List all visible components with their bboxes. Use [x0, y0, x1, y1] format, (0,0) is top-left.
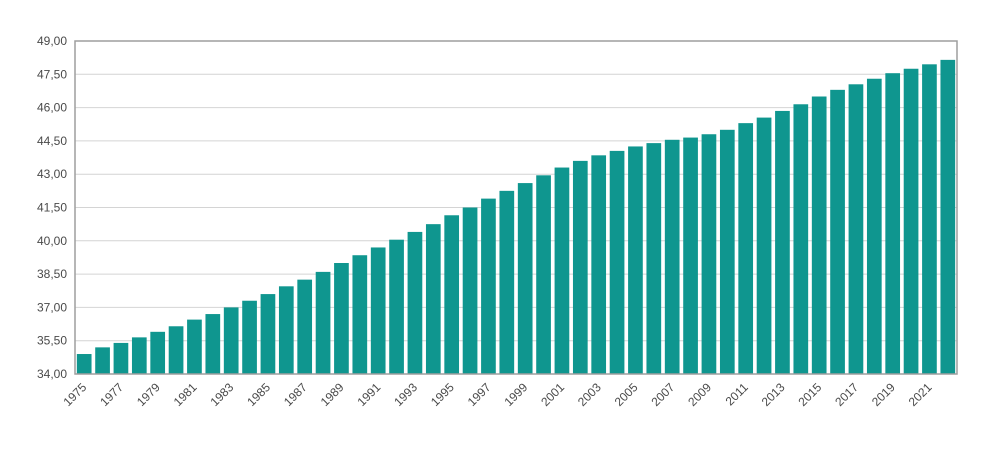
x-tick-label: 1983: [208, 380, 237, 409]
bar-2001: [554, 167, 570, 374]
x-tick-label: 1989: [318, 380, 347, 409]
bar-1976: [95, 347, 110, 374]
y-tick-label: 40,00: [37, 234, 67, 248]
y-tick-label: 38,50: [37, 267, 67, 281]
x-tick-label: 2015: [796, 380, 825, 409]
bar-1991: [370, 247, 386, 374]
y-tick-label: 43,00: [37, 167, 67, 181]
y-axis-tick-labels: 34,00 35,50 37,00 38,50 40,00 41,50 43,00 44,50…: [37, 34, 67, 381]
y-tick-label: 35,50: [37, 334, 67, 348]
bar-2010: [719, 129, 735, 374]
bar-2013: [775, 110, 790, 375]
x-tick-label: 2001: [538, 380, 567, 409]
x-axis-tick-labels: 1975 1977 1979 1981 1983 1985 1987 1989 1991 1993…: [61, 380, 935, 409]
bar-2015: [811, 96, 827, 374]
y-tick-label: 49,00: [37, 34, 67, 48]
bar-2018: [866, 78, 882, 375]
bar-1989: [334, 263, 349, 374]
bar-1988: [315, 271, 331, 374]
bar-2011: [738, 123, 754, 374]
plot-area-frame: [74, 40, 958, 375]
x-tick-label: 1991: [355, 380, 384, 409]
bar-1979: [150, 331, 166, 374]
bar-2003: [591, 155, 607, 374]
bar-1992: [389, 239, 404, 374]
bar-2005: [628, 146, 643, 374]
y-tick-label: 47,50: [37, 67, 67, 81]
bar-2004: [609, 150, 625, 374]
bar-1986: [278, 286, 294, 374]
bar-1977: [113, 342, 129, 374]
x-tick-label: 1995: [428, 380, 457, 409]
bar-2019: [885, 73, 901, 374]
bars: [76, 59, 956, 375]
x-tick-label: 1999: [502, 380, 531, 409]
bar-1995: [444, 215, 460, 374]
bar-1984: [242, 300, 257, 374]
bar-2006: [646, 143, 662, 374]
x-tick-label: 2013: [759, 380, 788, 409]
bar-2016: [830, 89, 845, 374]
bar-1981: [187, 319, 202, 374]
bar-1999: [517, 183, 533, 374]
bar-2007: [664, 139, 680, 374]
bar-1998: [499, 190, 515, 374]
bar-1997: [481, 198, 496, 374]
bar-1983: [223, 307, 239, 374]
x-tick-label: 1981: [171, 380, 200, 409]
x-tick-label: 1997: [465, 380, 494, 409]
x-tick-label: 1993: [391, 380, 420, 409]
x-tick-label: 2007: [649, 380, 678, 409]
bar-2014: [793, 104, 809, 375]
bar-1990: [352, 255, 368, 374]
bar-2008: [683, 137, 698, 374]
bar-1978: [131, 337, 147, 374]
x-tick-label: 1979: [134, 380, 163, 409]
bar-2017: [848, 84, 864, 374]
x-tick-label: 2017: [832, 380, 861, 409]
bar-1985: [260, 294, 276, 374]
bar-1982: [205, 314, 221, 374]
bar-2002: [572, 160, 588, 374]
x-tick-label: 1987: [281, 380, 310, 409]
bar-1993: [407, 231, 423, 374]
bar-1996: [462, 207, 478, 374]
x-tick-label: 2003: [575, 380, 604, 409]
bar-2000: [536, 175, 551, 374]
x-tick-label: 1985: [244, 380, 273, 409]
x-tick-label: 2021: [906, 380, 935, 409]
y-tick-label: 37,00: [37, 300, 67, 314]
bar-1975: [76, 354, 92, 374]
x-tick-label: 2019: [869, 380, 898, 409]
bar-1987: [297, 279, 313, 374]
x-tick-label: 2011: [723, 380, 751, 408]
x-tick-label: 2009: [685, 380, 714, 409]
x-tick-label: 1977: [97, 380, 126, 409]
y-tick-label: 46,00: [37, 101, 67, 115]
y-tick-label: 34,00: [37, 367, 67, 381]
bar-2012: [756, 117, 772, 374]
bar-1994: [425, 224, 441, 374]
bar-1980: [168, 326, 184, 374]
bar-2021: [922, 64, 937, 374]
bar-2020: [903, 68, 919, 374]
x-tick-label: 2005: [612, 380, 641, 409]
bar-2022: [940, 59, 956, 375]
bar-2009: [701, 134, 717, 374]
x-tick-label: 1975: [61, 380, 90, 409]
y-tick-label: 41,50: [37, 201, 67, 215]
y-tick-label: 44,50: [37, 134, 67, 148]
